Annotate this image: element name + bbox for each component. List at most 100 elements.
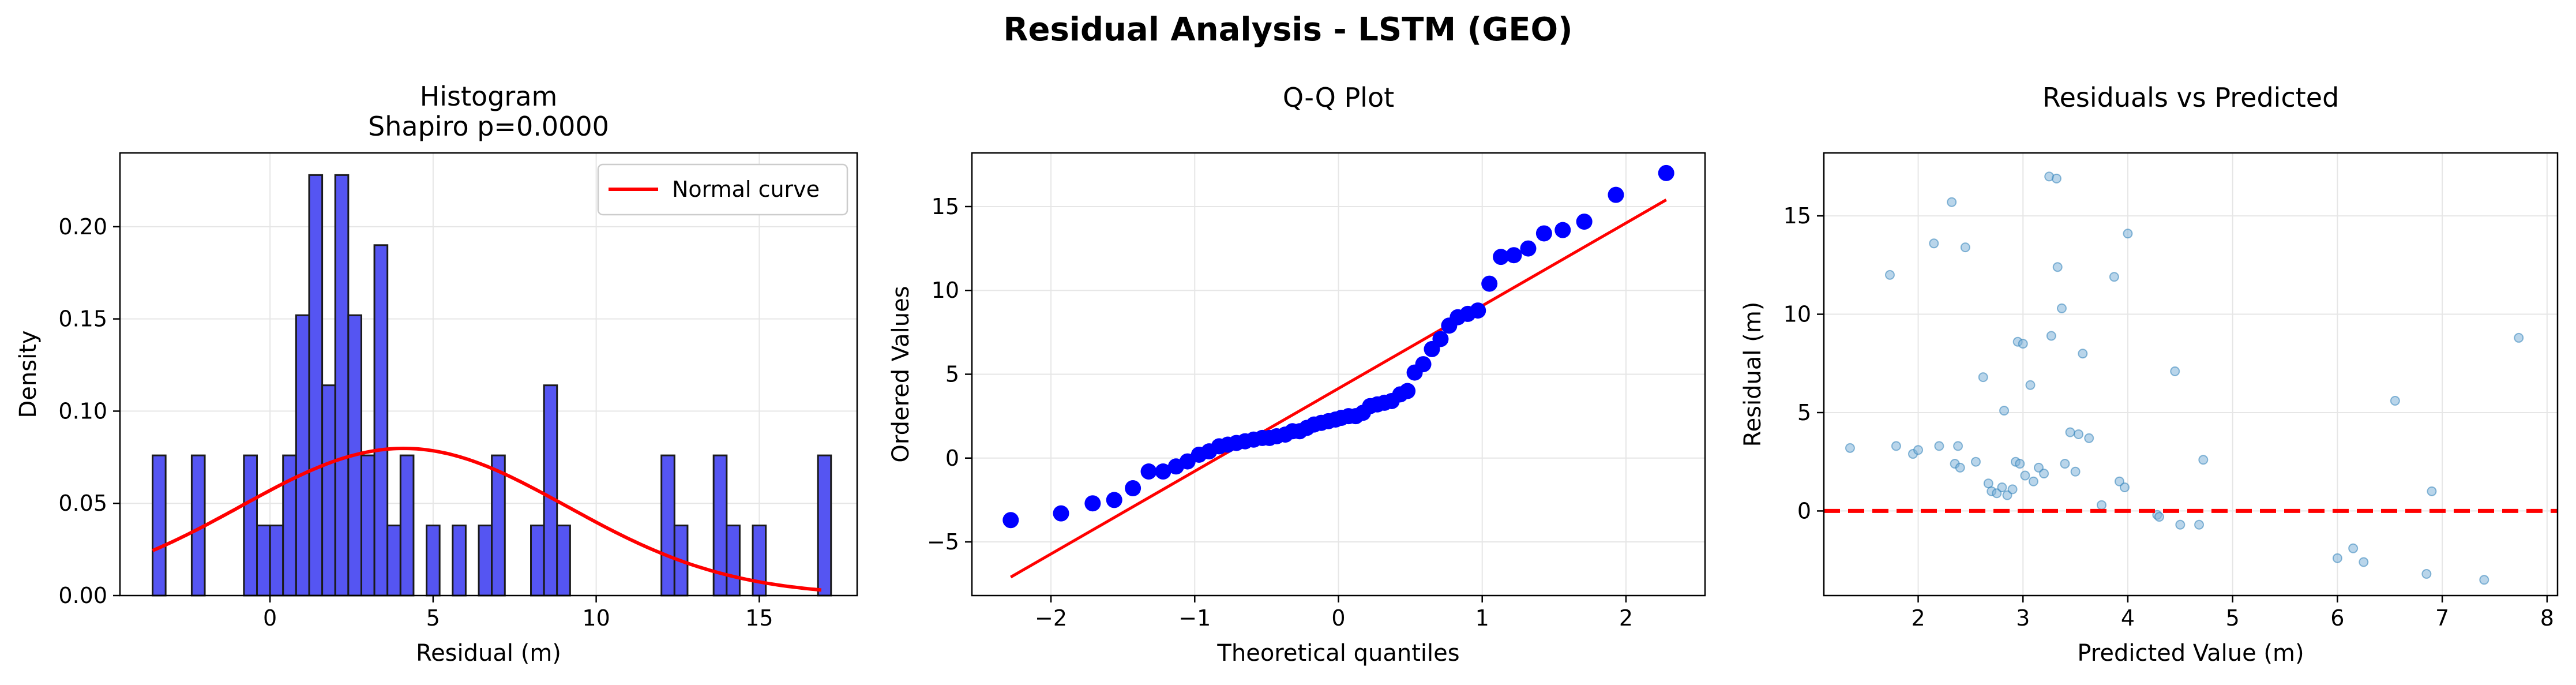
chart-title: Residuals vs Predicted [2042,82,2340,113]
histogram-bar [256,525,271,597]
x-tick-label: −2 [1035,605,1067,631]
chart-title-line: Histogram [420,81,558,112]
histogram-bar [752,525,767,597]
x-tick-label: −1 [1178,605,1211,631]
qq-point [1106,492,1122,508]
residual-point [2039,469,2049,479]
residual-point [1997,482,2007,493]
legend-frame [597,163,848,216]
qq-point [1658,164,1674,181]
qq-point [1140,463,1157,480]
y-tick-label: 0.15 [58,306,107,332]
qq-point [1155,463,1171,480]
qq-point [1520,240,1537,257]
residual-point [2170,366,2180,376]
residual-point [2123,229,2133,239]
histogram-panel: 0 5 10 15 0.00 0.05 0.10 0.15 0.20 Residual (m) De… [15,81,858,667]
residual-point [2390,396,2400,406]
axes-frame [1823,152,2559,597]
normal-curve-line [152,446,822,592]
chart-title: Histogram Shapiro p=0.0000 [368,81,609,142]
residual-point [2025,380,2036,390]
legend-label: Normal curve [672,177,820,202]
histogram-bar [152,454,167,597]
x-tick-label: 10 [582,605,610,631]
histogram-bar [478,525,493,597]
x-tick-label: 3 [2016,605,2030,631]
y-tick-label: 10 [1783,302,1811,327]
qq-reference-line [1010,199,1667,579]
residual-point [2020,470,2030,481]
residual-point [1845,443,1855,453]
y-tick-label: 15 [932,194,959,219]
histogram-bar [726,525,741,597]
x-tick-label: 5 [2226,605,2240,631]
y-tick-label: 0.20 [58,214,107,239]
x-axis-label: Theoretical quantiles [1216,640,1459,667]
residual-point [1934,441,1944,451]
axes-frame [119,152,858,597]
residual-point [2120,482,2130,493]
x-tick-label: 2 [1911,605,1925,631]
histogram-bar [243,454,258,597]
histogram-bar [308,174,324,597]
residual-point [1960,242,1970,253]
residual-point [2175,519,2186,530]
residual-point [1913,445,1924,455]
y-tick-label: 0.05 [58,491,107,516]
residual-point [2514,332,2524,343]
residual-point [2479,575,2489,585]
histogram-bar [556,525,571,597]
y-tick-label: 0 [945,446,959,471]
x-tick-label: 7 [2435,605,2449,631]
qq-point [1084,495,1101,512]
legend: Normal curve [597,163,848,216]
residual-point [2154,512,2164,522]
x-tick-label: 1 [1475,605,1489,631]
chart-title-line: Q-Q Plot [1283,82,1394,113]
histogram-bar [426,525,441,597]
residual-point [2084,433,2094,443]
residual-point [2194,519,2205,530]
qq-point [1002,512,1019,529]
qq-point [1125,480,1141,497]
x-axis-label: Predicted Value (m) [2077,640,2304,667]
residual-point [2332,553,2342,563]
chart-title-line: Shapiro p=0.0000 [368,111,609,142]
residual-point [1929,238,1939,249]
histogram-bar [452,525,467,597]
residual-point [2427,486,2437,496]
residual-point [2018,339,2028,349]
x-tick-label: 0 [1331,605,1345,631]
residual-point [2007,484,2018,495]
x-tick-label: 0 [263,605,277,631]
y-tick-label: 0 [1797,498,1811,523]
histogram-bar [269,525,284,597]
x-tick-label: 15 [745,605,773,631]
y-axis-label: Density [15,330,42,418]
y-tick-label: 5 [1797,400,1811,425]
residual-point [1891,441,1901,451]
histogram-bar [386,525,401,597]
y-tick-label: 15 [1783,203,1811,229]
chart-title: Q-Q Plot [1283,82,1394,113]
residual-point [2056,303,2067,313]
qq-point [1481,275,1498,292]
residuals-vs-predicted-panel: 2 3 4 5 6 7 8 0 5 10 15 Predicted Value (m) Residual… [1740,82,2559,667]
y-tick-label: 10 [932,278,959,303]
residual-point [1947,197,1957,207]
qq-point [1399,383,1416,399]
x-tick-label: 5 [426,605,440,631]
histogram-bar [360,454,375,597]
axes-frame [971,152,1706,597]
x-axis-label: Residual (m) [416,640,561,667]
residual-point [2028,476,2038,486]
residual-point [2015,459,2025,469]
residual-point [2065,427,2075,437]
residual-point [2109,272,2119,282]
qq-point [1470,302,1486,319]
qq-point [1432,331,1449,347]
residual-point [2097,500,2107,510]
residual-point [2078,349,2088,359]
